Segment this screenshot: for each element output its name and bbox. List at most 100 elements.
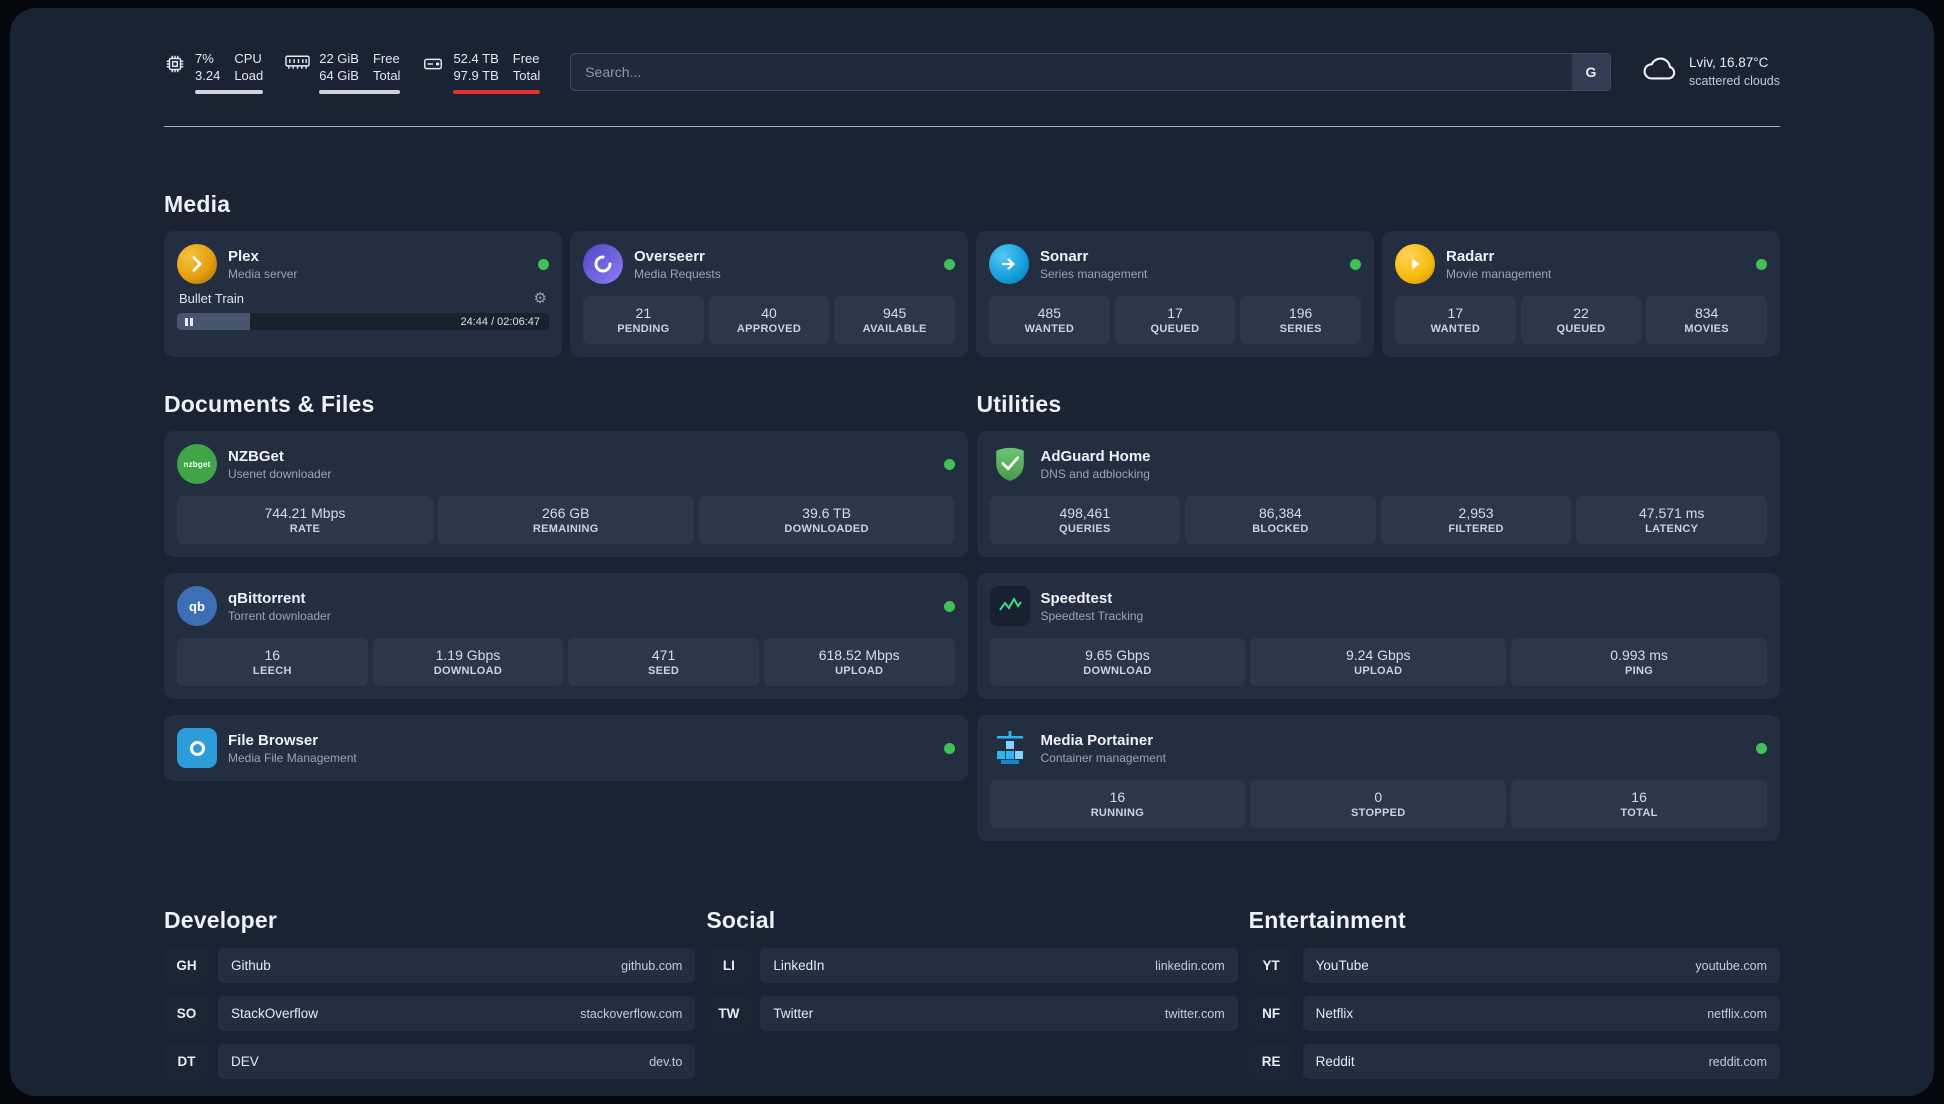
status-dot xyxy=(944,258,955,270)
stat-tile: 17 QUEUED xyxy=(1114,296,1236,344)
search-input[interactable] xyxy=(571,54,1572,90)
memory-icon xyxy=(285,53,310,72)
stat-tile: 498,461 QUERIES xyxy=(989,496,1181,544)
stat-value: 22 xyxy=(1573,305,1589,321)
stat-label: FILTERED xyxy=(1448,523,1504,535)
stat-value: 471 xyxy=(651,647,676,663)
app-card-radarr[interactable]: Radarr Movie management 17 WANTED 22 QUE… xyxy=(1382,231,1780,357)
disk-free: 52.4 TB xyxy=(453,51,499,66)
speedtest-graph-icon xyxy=(989,586,1030,626)
stat-label: QUERIES xyxy=(1059,523,1111,535)
status-dot xyxy=(538,258,549,270)
app-name: AdGuard Home xyxy=(1040,447,1151,465)
disk-label-bottom: Total xyxy=(512,68,541,83)
search-engine-button[interactable]: G xyxy=(1571,54,1610,90)
gear-icon[interactable]: ⚙ xyxy=(533,290,547,307)
bookmark-github[interactable]: GH Github github.com xyxy=(164,948,696,983)
app-subtitle: Container management xyxy=(1040,750,1166,765)
memory-free: 22 GiB xyxy=(319,51,359,66)
app-card-qbittorrent[interactable]: qb qBittorrent Torrent downloader 16 LEE… xyxy=(164,573,968,699)
disk-stat: 52.4 TB 97.9 TB Free Total xyxy=(422,50,541,94)
app-name: Plex xyxy=(228,247,259,265)
section-title-documents: Documents & Files xyxy=(164,391,375,417)
stat-label: WANTED xyxy=(1430,323,1481,335)
stat-label: RUNNING xyxy=(1090,807,1145,819)
bookmark-domain: github.com xyxy=(621,958,683,973)
bookmark-youtube[interactable]: YT YouTube youtube.com xyxy=(1248,948,1780,983)
stat-label: AVAILABLE xyxy=(862,323,927,335)
stat-label: QUEUED xyxy=(1150,323,1200,335)
bookmark-dev[interactable]: DT DEV dev.to xyxy=(164,1044,696,1079)
plex-now-playing: Bullet Train ⚙ 24:44 / 02:06:47 xyxy=(177,291,549,330)
portainer-crane-icon xyxy=(990,728,1030,768)
stat-tile: 40 APPROVED xyxy=(708,296,830,344)
app-card-nzbget[interactable]: nzbget NZBGet Usenet downloader 744.21 M… xyxy=(164,431,968,557)
stat-tile: 22 QUEUED xyxy=(1520,296,1642,344)
app-subtitle: Media File Management xyxy=(228,750,357,765)
bookmark-linkedin[interactable]: LI LinkedIn linkedin.com xyxy=(706,948,1238,983)
stat-label: LATENCY xyxy=(1645,523,1699,535)
stat-value: 945 xyxy=(882,305,907,321)
stat-label: SEED xyxy=(647,665,680,677)
playback-progress-bar[interactable]: 24:44 / 02:06:47 xyxy=(177,313,549,330)
stat-value: 16 xyxy=(264,647,281,663)
header-divider xyxy=(164,126,1780,127)
stat-tile: 1.19 Gbps DOWNLOAD xyxy=(372,638,564,686)
stat-tile: 744.21 Mbps RATE xyxy=(177,496,433,544)
section-title-entertainment: Entertainment xyxy=(1248,907,1406,933)
bookmark-badge: TW xyxy=(706,996,752,1031)
bookmark-badge: GH xyxy=(164,948,209,983)
stat-label: MOVIES xyxy=(1684,323,1729,335)
bookmark-group-developer: Developer GH Github github.com SO StackO… xyxy=(164,907,696,1079)
stat-value: 498,461 xyxy=(1059,505,1111,521)
section-title-social: Social xyxy=(706,907,776,933)
stat-tile: 196 SERIES xyxy=(1240,296,1361,344)
app-card-sonarr[interactable]: Sonarr Series management 485 WANTED 17 Q… xyxy=(976,231,1374,357)
stat-label: BLOCKED xyxy=(1252,523,1309,535)
pause-icon[interactable] xyxy=(185,317,193,326)
stat-tile: 945 AVAILABLE xyxy=(834,296,955,344)
stat-label: DOWNLOAD xyxy=(433,665,503,677)
bookmark-netflix[interactable]: NF Netflix netflix.com xyxy=(1248,996,1780,1031)
bookmark-reddit[interactable]: RE Reddit reddit.com xyxy=(1248,1044,1780,1079)
bookmark-name: DEV xyxy=(231,1054,259,1069)
bookmark-twitter[interactable]: TW Twitter twitter.com xyxy=(706,996,1238,1031)
bookmark-name: Reddit xyxy=(1315,1054,1355,1069)
stat-label: REMAINING xyxy=(532,523,599,535)
app-card-plex[interactable]: Plex Media server Bullet Train ⚙ 24:44 /… xyxy=(164,231,562,357)
system-stats: 7% 3.24 CPU Load xyxy=(164,50,541,94)
stat-value: 834 xyxy=(1694,305,1719,321)
memory-label-bottom: Total xyxy=(372,68,401,83)
stat-value: 39.6 TB xyxy=(802,505,851,521)
app-card-adguard[interactable]: AdGuard Home DNS and adblocking 498,461 … xyxy=(976,431,1780,557)
stat-label: STOPPED xyxy=(1351,807,1406,819)
bookmark-stackoverflow[interactable]: SO StackOverflow stackoverflow.com xyxy=(164,996,696,1031)
stat-value: 2,953 xyxy=(1458,505,1494,521)
nzbget-icon: nzbget xyxy=(177,444,217,484)
app-card-speedtest[interactable]: Speedtest Speedtest Tracking 9.65 Gbps D… xyxy=(976,573,1780,699)
stat-label: DOWNLOAD xyxy=(1083,665,1152,677)
adguard-shield-icon xyxy=(990,444,1030,484)
app-name: Radarr xyxy=(1446,247,1495,265)
app-card-overseerr[interactable]: Overseerr Media Requests 21 PENDING 40 A… xyxy=(570,231,968,357)
bookmark-domain: dev.to xyxy=(649,1054,683,1069)
bookmark-badge: YT xyxy=(1248,948,1294,983)
search-bar: G xyxy=(570,53,1611,91)
stat-label: RATE xyxy=(289,523,321,535)
stat-value: 266 GB xyxy=(542,505,590,521)
plex-icon xyxy=(177,244,217,284)
app-card-portainer[interactable]: Media Portainer Container management 16 … xyxy=(976,715,1780,841)
section-documents: Documents & Files nzbget NZBGet Usenet d… xyxy=(164,391,968,781)
bookmark-name: Github xyxy=(231,958,271,973)
app-card-filebrowser[interactable]: File Browser Media File Management xyxy=(164,715,968,781)
stat-value: 9.65 Gbps xyxy=(1085,647,1150,663)
stat-value: 485 xyxy=(1037,305,1061,321)
app-name: Speedtest xyxy=(1040,589,1113,607)
sonarr-icon xyxy=(989,244,1029,284)
bookmark-domain: youtube.com xyxy=(1695,958,1767,973)
disk-label-top: Free xyxy=(512,51,540,66)
stat-tile: 834 MOVIES xyxy=(1646,296,1767,344)
app-name: Overseerr xyxy=(634,247,705,265)
weather-location: Lviv, 16.87°C xyxy=(1688,55,1769,70)
app-name: Sonarr xyxy=(1040,247,1089,265)
